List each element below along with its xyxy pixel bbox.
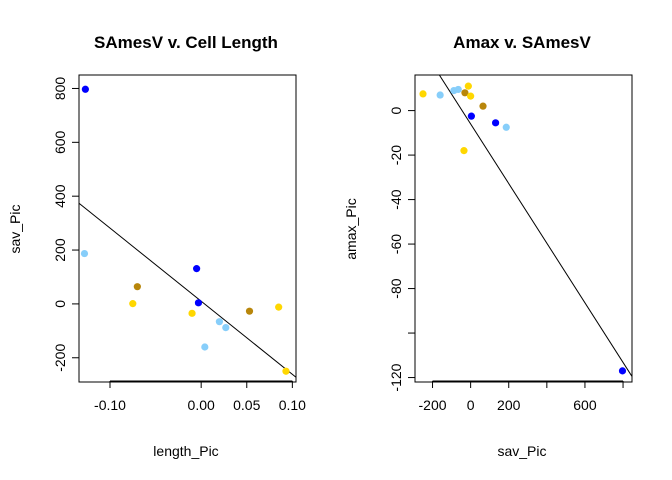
y-tick-label: 0: [388, 106, 404, 114]
data-point: [80, 249, 89, 258]
data-point: [282, 367, 290, 375]
data-point: [467, 112, 475, 120]
data-point: [193, 265, 201, 273]
points: [419, 82, 627, 375]
y-tick-label: 800: [52, 77, 68, 101]
y-tick-label: 400: [52, 184, 68, 208]
data-point: [133, 283, 141, 291]
y-tick-label: -40: [388, 189, 404, 209]
y-tick-label: 0: [52, 300, 68, 308]
x-tick-label: 0.00: [188, 397, 215, 413]
data-point: [464, 82, 472, 90]
chart-title: SAmesV v. Cell Length: [94, 33, 278, 52]
y-tick-label: -120: [388, 363, 404, 391]
y-tick-label: -80: [388, 278, 404, 298]
y-axis-label: amax_Pic: [343, 198, 359, 259]
points: [80, 85, 290, 375]
x-tick-label: 200: [497, 397, 521, 413]
data-point: [129, 300, 137, 308]
x-tick-label: 0.10: [279, 397, 306, 413]
x-tick-label: 0: [467, 397, 475, 413]
x-tick-label: -200: [419, 397, 447, 413]
regression-line: [438, 75, 632, 377]
x-tick-label: 600: [573, 397, 597, 413]
panel-samesv-vs-cell-length: SAmesV v. Cell Length length_Pic sav_Pic…: [7, 33, 306, 459]
data-point: [436, 91, 444, 99]
data-point: [467, 92, 475, 100]
y-tick-label: 200: [52, 238, 68, 262]
data-point: [194, 299, 203, 307]
plot-frame: [414, 74, 633, 383]
y-axis-label: sav_Pic: [7, 204, 23, 253]
data-point: [460, 147, 468, 155]
data-point: [419, 90, 427, 98]
data-point: [618, 367, 627, 375]
data-point: [502, 123, 510, 131]
data-point: [188, 309, 196, 317]
y-axis: -200 0 200 400 600 800: [52, 77, 80, 372]
x-axis: -0.10 0.00 0.05 0.10: [94, 380, 306, 413]
y-axis: -120 -80 -60 -40 -20 0: [388, 106, 416, 392]
data-point: [461, 89, 469, 97]
chart-title: Amax v. SAmesV: [453, 33, 591, 52]
data-point: [479, 102, 487, 110]
panel-amax-vs-samesv: Amax v. SAmesV sav_Pic amax_Pic -200 0 200…: [343, 33, 633, 459]
x-tick-label: -0.10: [94, 397, 126, 413]
plot-frame: [78, 74, 297, 383]
data-point: [275, 303, 283, 311]
data-point: [81, 85, 89, 93]
x-tick-label: 0.05: [233, 397, 260, 413]
data-point: [245, 307, 254, 315]
y-tick-label: -20: [388, 145, 404, 165]
y-tick-label: -200: [52, 344, 68, 372]
data-point: [491, 119, 500, 127]
data-point: [454, 85, 462, 94]
y-tick-label: -60: [388, 234, 404, 254]
regression-line: [79, 202, 296, 378]
x-axis-label: length_Pic: [153, 443, 218, 459]
x-axis: -200 0 200 600: [419, 380, 624, 413]
data-point: [215, 318, 224, 326]
data-point: [201, 343, 209, 351]
x-axis-label: sav_Pic: [497, 443, 546, 459]
data-point: [222, 324, 230, 332]
y-tick-label: 600: [52, 130, 68, 154]
